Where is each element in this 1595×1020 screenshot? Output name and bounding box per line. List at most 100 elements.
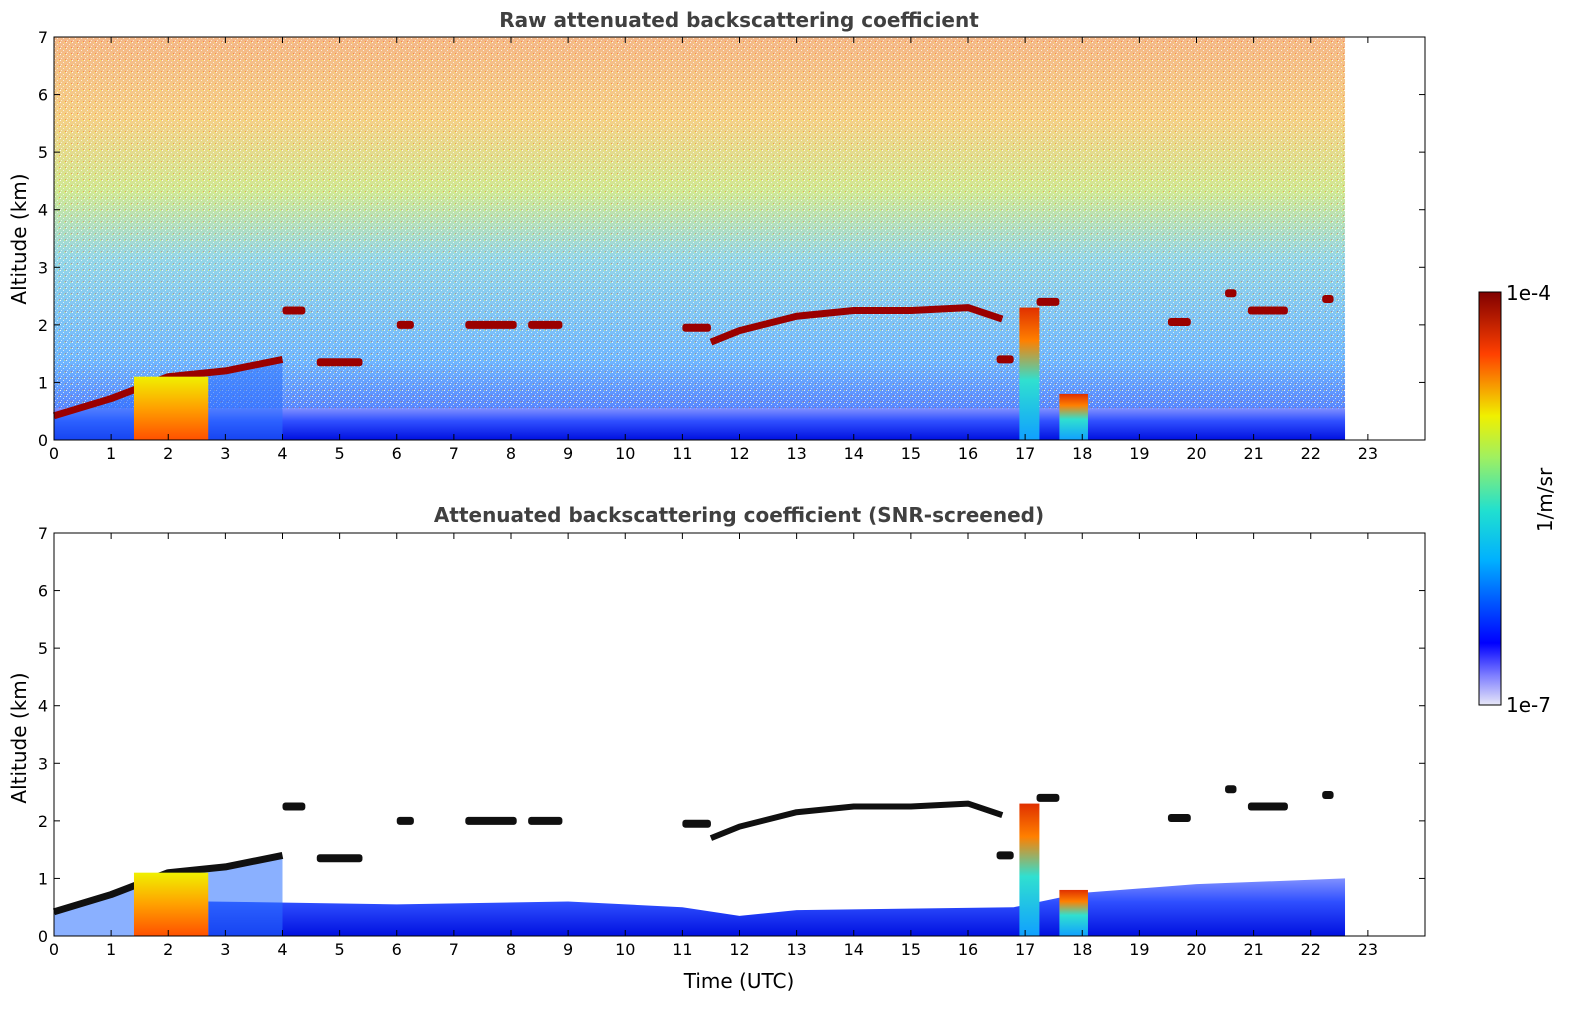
x-tick-label: 7 bbox=[449, 940, 459, 959]
x-tick-label: 3 bbox=[220, 940, 230, 959]
precipitation-column bbox=[133, 872, 209, 936]
x-tick-label: 12 bbox=[729, 940, 749, 959]
x-tick-label: 6 bbox=[392, 940, 402, 959]
y-tick-label: 5 bbox=[38, 639, 48, 658]
cloud-segment bbox=[528, 816, 563, 825]
x-tick-label: 1 bbox=[106, 444, 116, 463]
cloud-segment bbox=[465, 320, 517, 329]
bottom-y-axis-label: Altitude (km) bbox=[7, 672, 31, 803]
x-tick-label: 22 bbox=[1301, 444, 1321, 463]
cloud-segment bbox=[996, 851, 1014, 860]
x-tick-label: 8 bbox=[506, 940, 516, 959]
x-tick-label: 19 bbox=[1129, 940, 1149, 959]
x-tick-label: 23 bbox=[1358, 940, 1378, 959]
cloud-segment bbox=[1322, 294, 1334, 303]
top-y-axis-label: Altitude (km) bbox=[7, 173, 31, 304]
y-tick-label: 1 bbox=[38, 869, 48, 888]
cloud-layer-line bbox=[709, 800, 1004, 841]
cloud-segment bbox=[1167, 813, 1191, 822]
x-tick-label: 17 bbox=[1015, 940, 1035, 959]
cloud-segment bbox=[396, 816, 414, 825]
x-axis-label: Time (UTC) bbox=[683, 969, 795, 993]
y-tick-label: 5 bbox=[38, 143, 48, 162]
x-tick-label: 9 bbox=[563, 940, 573, 959]
x-tick-label: 5 bbox=[335, 940, 345, 959]
precipitation-column bbox=[1019, 307, 1040, 440]
precipitation-column bbox=[1059, 393, 1088, 440]
x-tick-label: 13 bbox=[786, 444, 806, 463]
y-tick-label: 4 bbox=[38, 697, 48, 716]
cloud-segment bbox=[528, 320, 563, 329]
y-tick-label: 6 bbox=[38, 86, 48, 105]
precipitation-column bbox=[1059, 889, 1088, 936]
x-tick-label: 17 bbox=[1015, 444, 1035, 463]
x-tick-label: 13 bbox=[786, 940, 806, 959]
cloud-segment bbox=[996, 355, 1014, 364]
y-tick-label: 4 bbox=[38, 201, 48, 220]
bottom-heatmap bbox=[52, 785, 1346, 936]
x-tick-label: 14 bbox=[844, 940, 864, 959]
x-tick-label: 2 bbox=[163, 940, 173, 959]
x-tick-label: 12 bbox=[729, 444, 749, 463]
x-tick-label: 16 bbox=[958, 444, 978, 463]
x-tick-label: 8 bbox=[506, 444, 516, 463]
x-tick-label: 14 bbox=[844, 444, 864, 463]
x-tick-label: 10 bbox=[615, 940, 635, 959]
cloud-segment bbox=[1167, 317, 1191, 326]
x-tick-label: 11 bbox=[672, 940, 692, 959]
y-tick-label: 7 bbox=[38, 524, 48, 543]
y-tick-label: 2 bbox=[38, 812, 48, 831]
precipitation-column bbox=[1019, 803, 1040, 936]
cloud-layer-line bbox=[52, 355, 284, 420]
x-tick-label: 18 bbox=[1072, 940, 1092, 959]
x-tick-label: 5 bbox=[335, 444, 345, 463]
x-tick-label: 22 bbox=[1301, 940, 1321, 959]
colorbar-min-label: 1e-7 bbox=[1506, 693, 1551, 717]
cloud-segment bbox=[1225, 785, 1237, 794]
x-tick-label: 3 bbox=[220, 444, 230, 463]
cloud-segment bbox=[682, 819, 711, 828]
colorbar-gradient bbox=[1478, 291, 1502, 706]
x-tick-label: 9 bbox=[563, 444, 573, 463]
cloud-segment bbox=[1036, 793, 1060, 802]
cloud-segment bbox=[316, 358, 363, 367]
x-tick-label: 7 bbox=[449, 444, 459, 463]
x-tick-label: 18 bbox=[1072, 444, 1092, 463]
cloud-segment bbox=[1247, 802, 1288, 811]
x-tick-label: 0 bbox=[49, 444, 59, 463]
x-tick-label: 11 bbox=[672, 444, 692, 463]
raw-backscatter-panel: Raw attenuated backscattering coefficien… bbox=[7, 8, 1426, 463]
top-panel-title: Raw attenuated backscattering coefficien… bbox=[499, 8, 979, 32]
y-tick-label: 0 bbox=[38, 927, 48, 946]
x-tick-label: 4 bbox=[277, 940, 287, 959]
bottom-x-axis: 0 1 2 3 4 5 6 7 8 9 10 11 12 13 14 15 16 17 18 19 20 21 22 23 bbox=[49, 533, 1378, 959]
cloud-segment bbox=[465, 816, 517, 825]
x-tick-label: 15 bbox=[901, 444, 921, 463]
cloud-segment bbox=[282, 306, 306, 315]
cloud-segment bbox=[1322, 790, 1334, 799]
y-tick-label: 6 bbox=[38, 582, 48, 601]
x-tick-label: 21 bbox=[1243, 940, 1263, 959]
y-tick-label: 3 bbox=[38, 258, 48, 277]
x-tick-label: 4 bbox=[277, 444, 287, 463]
x-tick-label: 6 bbox=[392, 444, 402, 463]
y-tick-label: 7 bbox=[38, 28, 48, 47]
screened-backscatter-panel: Attenuated backscattering coefficient (S… bbox=[7, 503, 1426, 993]
x-tick-label: 10 bbox=[615, 444, 635, 463]
x-tick-label: 0 bbox=[49, 940, 59, 959]
top-y-axis: 0 1 2 3 4 5 6 7 bbox=[38, 28, 1425, 450]
cloud-segment bbox=[1225, 289, 1237, 298]
cloud-segment bbox=[282, 802, 306, 811]
x-tick-label: 21 bbox=[1243, 444, 1263, 463]
x-tick-label: 19 bbox=[1129, 444, 1149, 463]
y-tick-label: 0 bbox=[38, 431, 48, 450]
cloud-layer-line bbox=[709, 304, 1004, 346]
x-tick-label: 2 bbox=[163, 444, 173, 463]
y-tick-label: 3 bbox=[38, 754, 48, 773]
cloud-segment bbox=[316, 854, 363, 863]
colorbar-unit-label: 1/m/sr bbox=[1533, 467, 1557, 532]
x-tick-label: 16 bbox=[958, 940, 978, 959]
x-tick-label: 20 bbox=[1186, 444, 1206, 463]
cloud-segment bbox=[682, 323, 711, 332]
